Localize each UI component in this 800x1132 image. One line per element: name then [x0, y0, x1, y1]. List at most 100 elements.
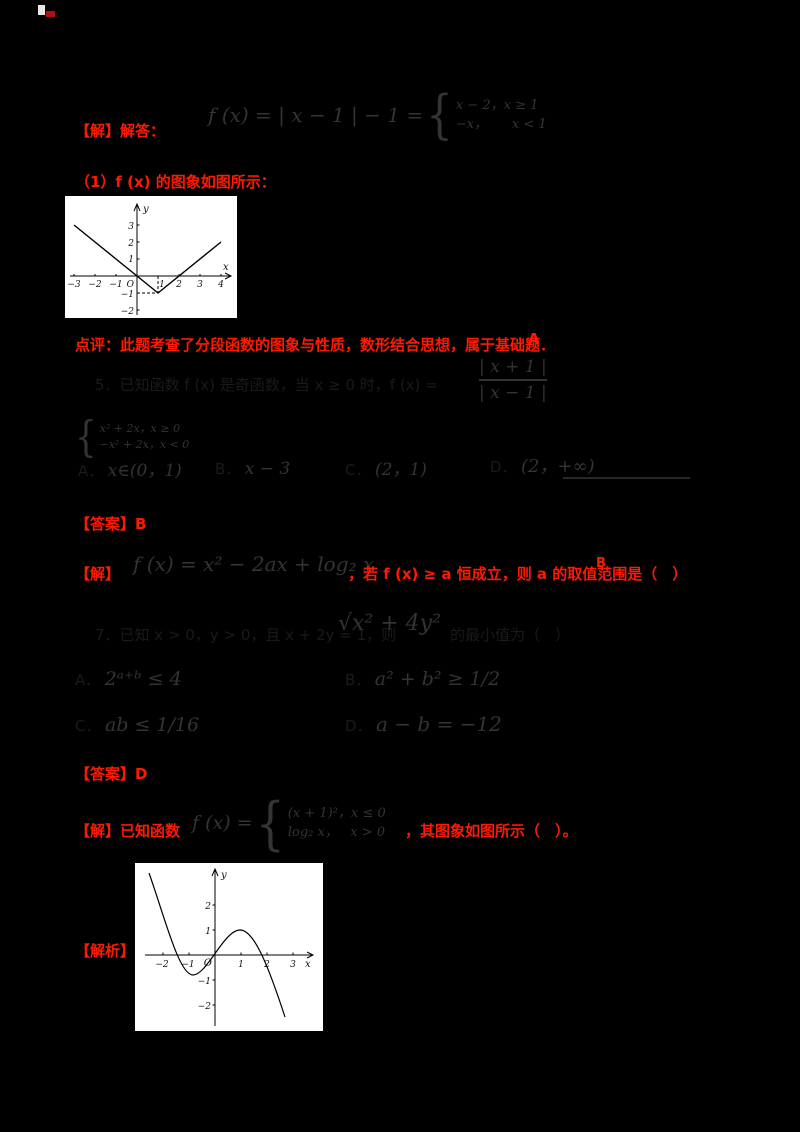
x-tick-marks [162, 952, 294, 955]
y-tick-marks [137, 224, 140, 311]
origin-label: O [127, 280, 135, 290]
tick-label: 1 [238, 960, 244, 970]
option-d-text: (2，+∞) [521, 456, 595, 477]
tick-label: 3 [128, 222, 134, 232]
y-axis-arrow [211, 867, 219, 877]
question-5-side-cases: { x² + 2x，x ≥ 0 −x² + 2x，x < 0 [75, 416, 190, 459]
tick-label: 1 [128, 255, 134, 265]
solution-1-label: 【解】解答： [75, 122, 166, 140]
tick-label: −1 [181, 960, 194, 970]
option-a-text: x∈(0，1) [107, 461, 182, 481]
question-7-stem-right: 的最小值为（ ） [450, 626, 571, 644]
solution-2-formula: f (x) = x² − 2ax + log₂ x [133, 552, 375, 576]
fraction-bar [479, 379, 547, 381]
option-c-text: ab ≤ 1/16 [104, 714, 200, 736]
option-a-text: 2ᵃ⁺ᵇ ≤ 4 [104, 668, 182, 690]
solution-2-tail: B [596, 556, 606, 571]
fraction-denominator: | x − 1 | [479, 383, 547, 403]
answer-5: 【答案】B [75, 515, 147, 533]
question-7-stem-left: 7．已知 x > 0，y > 0，且 x + 2y = 1，则 [95, 626, 397, 644]
tick-label: −1 [121, 290, 134, 300]
formula-head: f (x) = [192, 812, 253, 834]
fraction-numerator: | x + 1 | [479, 357, 547, 377]
cases-text: (x + 1)²，x ≤ 0 log₂ x， x > 0 [287, 805, 386, 841]
comment-tail: A [528, 330, 540, 348]
option-c-label: C． [75, 717, 101, 735]
question-5-fraction: | x + 1 | | x − 1 | [479, 357, 547, 403]
formula-head: f (x) = | x − 1 | − 1 = [208, 103, 424, 127]
tick-label: 2 [127, 239, 134, 249]
graph-panel-2: y x O −2 −1 1 2 3 2 1 −1 −2 [135, 863, 323, 1031]
analysis-label: 【解析】 [75, 942, 136, 960]
x-tick-marks [73, 274, 222, 276]
x-axis-label: x [223, 262, 229, 273]
cases-text: x − 2，x ≥ 1 −x， x < 1 [455, 97, 547, 133]
cases-text: x² + 2x，x ≥ 0 −x² + 2x，x < 0 [99, 421, 190, 452]
option-b-text: x − 3 [244, 459, 291, 479]
solution-3-label: 【解】已知函数 [75, 822, 181, 840]
tick-label: −1 [198, 977, 211, 987]
brace-glyph: { [255, 789, 285, 857]
corner-artifact-red [46, 11, 55, 17]
tick-label: 2 [175, 280, 182, 290]
tick-label: −2 [121, 307, 135, 317]
tick-label: 2 [263, 960, 270, 970]
y-axis-label: y [220, 870, 227, 881]
option-c: C． ab ≤ 1/16 [75, 714, 199, 736]
tick-label: 3 [290, 960, 296, 970]
solution-2-red-text: ，若 f (x) ≥ a 恒成立，则 a 的取值范围是（ ） [348, 565, 688, 583]
option-b: B． a² + b² ≥ 1/2 [345, 668, 500, 690]
brace-glyph: { [426, 83, 453, 145]
option-a-label: A． [75, 671, 101, 689]
option-a-label: A． [78, 462, 104, 480]
option-d: D． a − b = −12 [345, 712, 502, 736]
x-axis-arrow [306, 951, 315, 959]
option-d-label: D． [345, 717, 372, 735]
tick-label: −2 [155, 960, 169, 970]
tick-label: 3 [197, 280, 203, 290]
option-d-text: a − b = −12 [376, 712, 502, 736]
option-b-label: B． [345, 671, 371, 689]
brace-glyph: { [75, 412, 97, 462]
tick-label: −2 [198, 1002, 212, 1012]
tick-label: −2 [88, 280, 102, 290]
solution-3-piecewise-formula: f (x) = { (x + 1)²，x ≤ 0 log₂ x， x > 0 [192, 794, 386, 852]
corner-artifact-white [38, 5, 45, 15]
option-d-label: D． [490, 458, 517, 476]
tick-label: −1 [109, 280, 122, 290]
question-5-stem: 5．已知函数 f (x) 是奇函数，当 x ≥ 0 时，f (x) = [95, 376, 438, 394]
solution-2-label: 【解】 [75, 565, 121, 583]
option-d: D． (2，+∞) [490, 452, 595, 478]
origin-label: O [204, 958, 212, 969]
option-c-text: (2，1) [374, 460, 427, 480]
tick-label: 1 [159, 280, 165, 290]
option-b-text: a² + b² ≥ 1/2 [374, 668, 501, 690]
question-7-formula: √x² + 4y² [338, 611, 441, 636]
option-b-label: B． [215, 460, 241, 478]
option-a: A． 2ᵃ⁺ᵇ ≤ 4 [75, 668, 182, 690]
divider-line [563, 477, 690, 479]
option-c: C． (2，1) [345, 455, 427, 480]
x-axis-label: x [305, 959, 311, 970]
cubic-graph: y x O −2 −1 1 2 3 2 1 −1 −2 [145, 867, 315, 1026]
figure-1-caption: （1）f (x) 的图象如图所示： [75, 173, 276, 191]
y-tick-marks [212, 904, 215, 1006]
tick-label: 2 [204, 902, 211, 912]
option-b: B． x − 3 [215, 458, 290, 479]
solution-3-red-text: ，其图象如图所示（ ）。 [405, 822, 578, 840]
function-curve [148, 872, 286, 1018]
tick-label: 1 [205, 927, 211, 937]
y-axis-arrow [133, 202, 141, 212]
tick-label: 4 [217, 280, 224, 290]
graph-panel-1: y x O −3 −2 −1 1 2 3 4 3 2 1 −1 −2 [65, 196, 237, 318]
comment-line: 点评：此题考查了分段函数的图象与性质，数形结合思想，属于基础题． [75, 336, 556, 354]
option-c-label: C． [345, 461, 371, 479]
y-axis-label: y [142, 204, 149, 215]
answer-7: 【答案】D [75, 765, 148, 783]
abs-value-graph: y x O −3 −2 −1 1 2 3 4 3 2 1 −1 −2 [67, 202, 233, 317]
solution-1-piecewise-formula: f (x) = | x − 1 | − 1 = { x − 2，x ≥ 1 −x… [208, 88, 547, 141]
tick-label: −3 [67, 280, 81, 290]
x-axis-arrow [224, 272, 233, 280]
option-a: A． x∈(0，1) [78, 456, 182, 481]
